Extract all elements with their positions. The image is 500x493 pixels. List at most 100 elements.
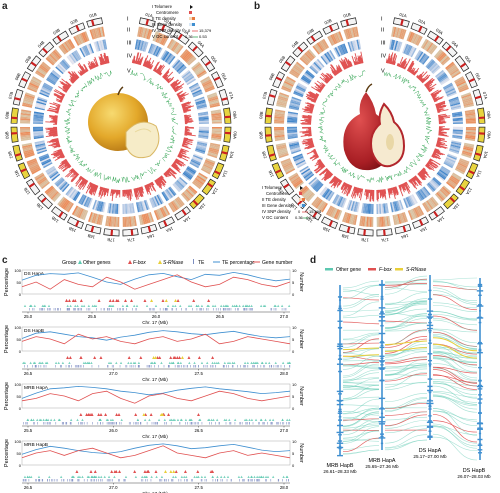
- te-marker: [275, 308, 277, 311]
- snp-density-bar: [304, 108, 313, 112]
- gene-density-cell: [52, 69, 61, 78]
- snp-density-bar: [172, 86, 176, 90]
- gene-density-cell: [36, 99, 47, 104]
- te-marker: [264, 422, 265, 425]
- gene-block: [426, 425, 434, 427]
- te-marker: [283, 422, 285, 425]
- snp-density-bar: [176, 90, 184, 95]
- other-link: [342, 296, 380, 309]
- te-marker: [176, 308, 177, 311]
- te-swatch-low: [299, 198, 302, 201]
- gene-density-cell: [452, 113, 463, 116]
- snp-density-bar: [147, 183, 150, 188]
- snp-density-bar: [383, 189, 387, 200]
- x-axis-label: Chr. 17 (Mb): [142, 377, 168, 382]
- snp-density-bar: [47, 132, 58, 135]
- snp-density-bar: [436, 104, 446, 109]
- snp-density-bar: [333, 177, 338, 183]
- other-gene-marker: [100, 475, 103, 478]
- te-density-cell: [25, 92, 36, 98]
- te-density-cell: [315, 43, 323, 53]
- te-density-cell: [336, 210, 343, 221]
- gene-block: [427, 327, 433, 330]
- te-marker: [223, 365, 224, 368]
- gc-content-line: [171, 117, 179, 125]
- snp-density-bar: [437, 140, 440, 142]
- gene-block: [380, 407, 384, 409]
- snp-density-bar: [307, 142, 314, 145]
- snp-density-bar: [336, 67, 341, 73]
- snp-density-bar: [384, 189, 387, 194]
- snp-density-bar: [302, 114, 312, 118]
- other-link: [342, 348, 380, 360]
- snp-density-bar: [99, 187, 103, 196]
- snp-density-bar: [427, 88, 431, 91]
- other-gene-marker: [57, 418, 61, 421]
- te-density-cell: [465, 116, 476, 119]
- snp-density-bar: [66, 164, 71, 167]
- snp-density-bar: [132, 55, 135, 64]
- other-gene-marker: [287, 304, 291, 307]
- snp-density-bar: [412, 70, 417, 75]
- ytick-left: 0: [19, 463, 22, 468]
- fbox-marker: [111, 299, 115, 302]
- snp-density-bar: [305, 142, 314, 147]
- chromosome-label: 08A: [486, 111, 492, 119]
- te-marker: [52, 479, 54, 482]
- other-gene-marker: [276, 304, 280, 307]
- te-marker: [45, 365, 47, 368]
- snp-density-bar: [177, 94, 180, 96]
- te-marker: [259, 422, 260, 425]
- snp-density-bar: [83, 64, 89, 72]
- snp-density-bar: [151, 181, 155, 186]
- te-marker: [80, 422, 81, 425]
- gene-density-cell: [431, 65, 440, 74]
- other-gene-marker: [32, 418, 35, 421]
- gene-density-cell: [55, 66, 64, 75]
- te-marker: [133, 422, 135, 425]
- snp-density-bar: [340, 182, 346, 190]
- snp-density-bar: [166, 170, 172, 177]
- te-marker: [230, 422, 232, 425]
- gc-content-line: [68, 99, 77, 107]
- snp-density-bar: [179, 150, 183, 153]
- te-density-cell: [113, 216, 117, 227]
- snp-density-bar: [309, 154, 318, 159]
- te-marker: [27, 365, 28, 368]
- gene-density-cell: [450, 145, 461, 150]
- te-density-cell: [288, 172, 298, 180]
- snp-density-bar: [360, 51, 364, 64]
- centromere-mark: [14, 97, 21, 101]
- fbox-link: [384, 373, 428, 382]
- fbox-marker: [134, 413, 138, 416]
- snp-density-bar: [149, 182, 152, 186]
- te-density-cell: [454, 76, 464, 83]
- snp-density-bar: [367, 189, 370, 199]
- te-marker: [124, 479, 125, 482]
- snp-density-bar: [183, 140, 187, 143]
- te-marker: [212, 479, 214, 482]
- gene-density-cell: [67, 55, 75, 64]
- gene-density-cell: [130, 203, 134, 214]
- gene-density-cell: [191, 158, 201, 165]
- te-density-cell: [37, 176, 47, 184]
- te-density-cell: [77, 33, 84, 44]
- other-gene-marker: [109, 418, 113, 421]
- gene-block: [336, 442, 344, 444]
- gene-block: [338, 370, 342, 373]
- snp-density-bar: [70, 169, 75, 174]
- centromere-mark: [40, 197, 47, 203]
- other-link: [432, 346, 478, 351]
- gene-density-cell: [172, 59, 181, 69]
- te-density-cell: [359, 215, 363, 227]
- snp-density-bar: [419, 171, 426, 178]
- gene-density-cell: [302, 170, 312, 178]
- other-gene-marker: [93, 304, 96, 307]
- te-marker: [118, 308, 120, 311]
- chromosome-ideogram: [426, 30, 444, 45]
- gene-density-cell: [34, 106, 45, 111]
- te-marker: [33, 422, 34, 425]
- gene-block: [426, 310, 434, 312]
- snp-density-bar: [433, 151, 442, 156]
- te-density-cell: [451, 173, 461, 181]
